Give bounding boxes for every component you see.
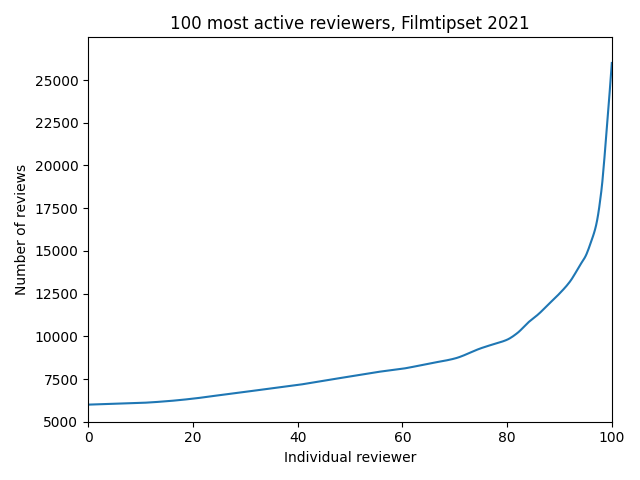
Y-axis label: Number of reviews: Number of reviews bbox=[15, 164, 29, 295]
X-axis label: Individual reviewer: Individual reviewer bbox=[284, 451, 416, 465]
Title: 100 most active reviewers, Filmtipset 2021: 100 most active reviewers, Filmtipset 20… bbox=[170, 15, 530, 33]
